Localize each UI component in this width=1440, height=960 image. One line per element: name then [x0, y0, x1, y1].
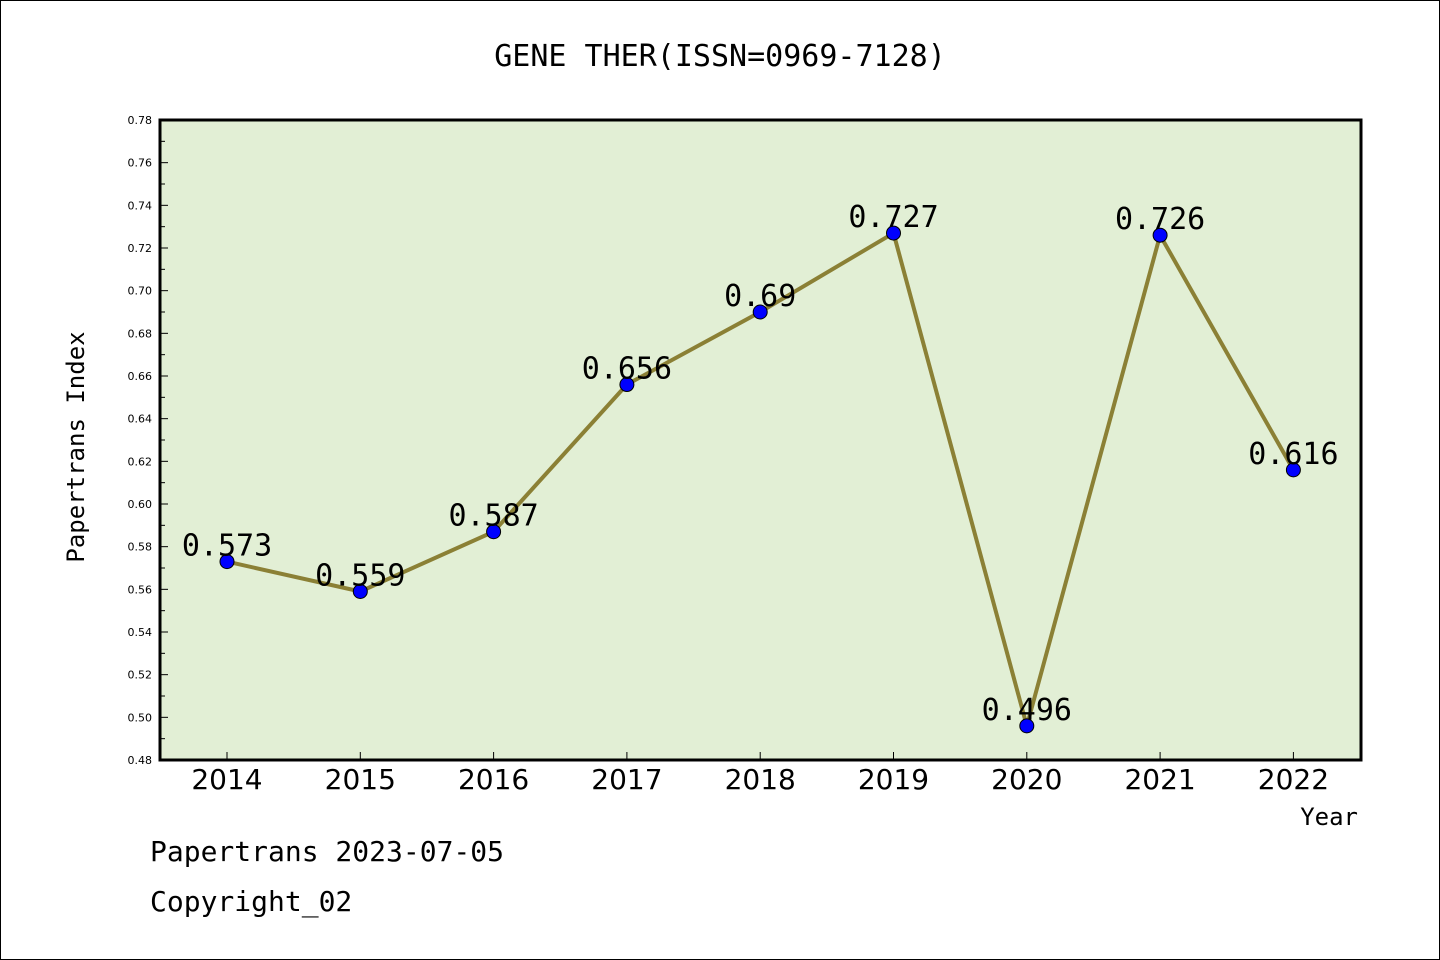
data-label: 0.573	[182, 529, 272, 564]
x-tick-label: 2020	[991, 763, 1062, 796]
data-label: 0.496	[982, 693, 1072, 728]
y-tick-label: 0.60	[128, 498, 153, 511]
data-point	[1019, 718, 1035, 734]
y-tick-label: 0.66	[128, 370, 153, 383]
y-axis-label: Papertrans Index	[62, 331, 90, 562]
plot-area	[158, 118, 1363, 762]
data-label: 0.587	[448, 499, 538, 534]
footer-copyright-text: Copyright_02	[150, 885, 353, 918]
y-tick-label: 0.48	[128, 754, 153, 767]
data-point	[1152, 227, 1168, 243]
y-axis-ticks: 0.48 0.50 0.52 0.54 0.56 0.58 0.60 0.62 0.64 0.66…	[128, 114, 168, 767]
data-point	[486, 524, 502, 540]
data-markers	[219, 225, 1301, 734]
y-tick-label: 0.62	[128, 455, 153, 468]
x-tick-label: 2015	[325, 763, 396, 796]
y-tick-label: 0.72	[128, 242, 153, 255]
data-label: 0.69	[724, 279, 796, 314]
data-point	[752, 304, 768, 320]
y-tick-label: 0.56	[128, 583, 153, 596]
x-tick-label: 2016	[458, 763, 529, 796]
y-tick-label: 0.78	[128, 114, 153, 127]
y-tick-label: 0.74	[128, 199, 153, 212]
x-tick-label: 2022	[1258, 763, 1329, 796]
x-tick-label: 2018	[725, 763, 796, 796]
y-tick-label: 0.50	[128, 711, 153, 724]
data-point	[219, 554, 235, 570]
data-label: 0.726	[1115, 202, 1205, 237]
data-label: 0.656	[582, 352, 672, 387]
data-label: 0.559	[315, 558, 405, 593]
x-tick-label: 2021	[1124, 763, 1195, 796]
y-tick-label: 0.52	[128, 669, 153, 682]
x-axis-ticks: 2014 2015 2016 2017 2018 2019 2020 2021 2022	[191, 752, 1329, 796]
data-point	[886, 225, 901, 241]
y-tick-label: 0.68	[128, 327, 153, 340]
data-label: 0.616	[1248, 437, 1338, 472]
y-tick-label: 0.64	[128, 413, 153, 426]
data-point	[619, 377, 635, 393]
data-point	[352, 583, 368, 599]
data-label: 0.727	[848, 200, 938, 235]
x-axis-label: Year	[1300, 803, 1358, 831]
data-point	[1285, 462, 1301, 478]
y-tick-label: 0.76	[128, 157, 153, 170]
x-tick-label: 2019	[858, 763, 929, 796]
chart-title: GENE THER(ISSN=0969-7128)	[494, 39, 946, 74]
data-labels: 0.573 0.559 0.587 0.656 0.69 0.727 0.496 0.726 0…	[182, 200, 1339, 728]
footer-date-text: Papertrans 2023-07-05	[150, 835, 505, 868]
x-tick-label: 2017	[591, 763, 662, 796]
y-tick-label: 0.70	[128, 285, 153, 298]
x-tick-label: 2014	[191, 763, 262, 796]
y-tick-label: 0.58	[128, 541, 153, 554]
y-tick-label: 0.54	[128, 626, 153, 639]
